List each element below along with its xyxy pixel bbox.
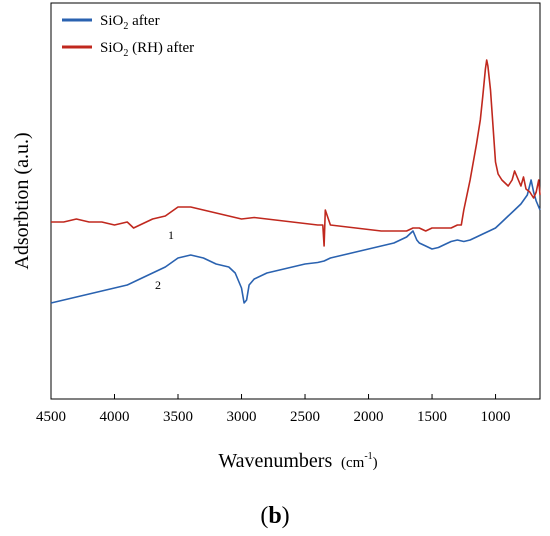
x-tick-label: 4000	[100, 409, 130, 425]
x-tick-label: 4500	[36, 409, 66, 425]
series-layer	[50, 59, 541, 304]
plot-frame	[50, 2, 541, 400]
x-axis-title-unit-open: (	[337, 455, 346, 471]
x-axis-title-unit: cm	[346, 455, 365, 471]
legend: SiO2 after SiO2 (RH) after	[62, 13, 194, 59]
curve-label-2: 2	[155, 278, 161, 292]
x-axis-title-main: Wavenumbers	[218, 450, 332, 472]
x-tick-label: 3500	[163, 409, 193, 425]
x-tick-label: 1500	[417, 409, 447, 425]
x-axis-title-unit-close: )	[373, 455, 378, 471]
panel-label: (b)	[260, 503, 289, 529]
x-tick-label: 2000	[354, 409, 384, 425]
legend-label-sio2-rh-after: SiO2 (RH) after	[100, 40, 194, 59]
x-axis: 4500 4000 3500 3000 2500 2000 1500 1000	[36, 394, 511, 425]
series-line-1	[51, 59, 541, 247]
series-line-0	[50, 179, 541, 304]
y-axis-title: Adsorbtion (a.u.)	[11, 132, 33, 269]
x-axis-title: Wavenumbers (cm-1)	[218, 450, 377, 472]
x-axis-title-unit-exp: -1	[364, 451, 372, 462]
x-tick-label: 1000	[481, 409, 511, 425]
curve-label-1: 1	[168, 228, 174, 242]
x-tick-label: 3000	[227, 409, 257, 425]
legend-label-sio2-after: SiO2 after	[100, 13, 160, 32]
x-tick-label: 2500	[290, 409, 320, 425]
